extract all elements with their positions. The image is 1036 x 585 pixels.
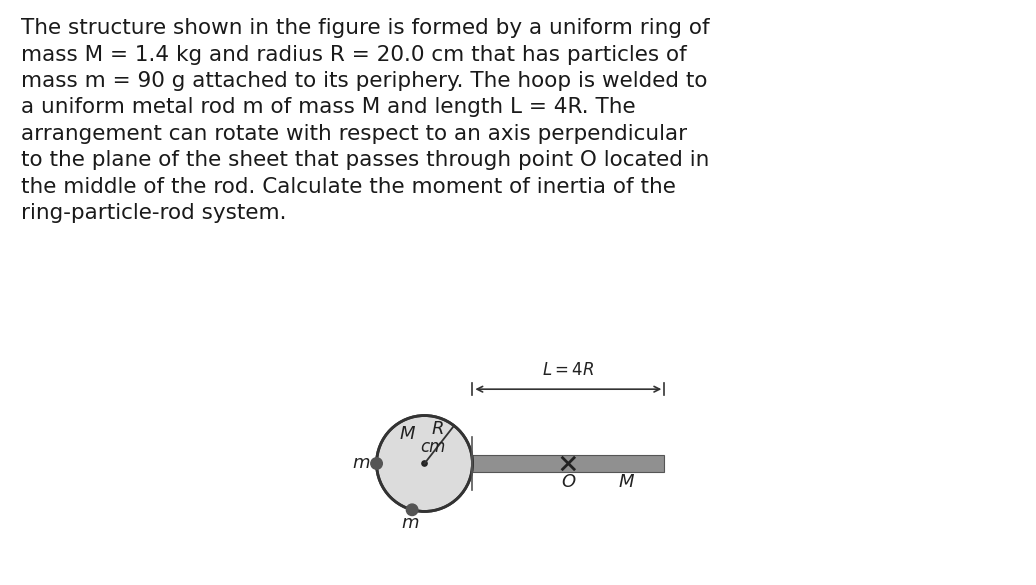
Circle shape <box>422 461 427 466</box>
Text: R: R <box>432 420 444 438</box>
Text: The structure shown in the figure is formed by a uniform ring of
mass M = 1.4 kg: The structure shown in the figure is for… <box>21 18 709 223</box>
Bar <box>472 455 664 472</box>
Text: $L=4R$: $L=4R$ <box>542 360 595 378</box>
Text: m: m <box>352 455 370 473</box>
Text: O: O <box>562 473 575 491</box>
Text: M: M <box>618 473 634 491</box>
Text: M: M <box>400 425 415 443</box>
Text: m: m <box>401 514 419 532</box>
Circle shape <box>371 457 382 469</box>
Circle shape <box>376 415 472 511</box>
Text: cm: cm <box>421 438 447 456</box>
Circle shape <box>406 504 418 515</box>
